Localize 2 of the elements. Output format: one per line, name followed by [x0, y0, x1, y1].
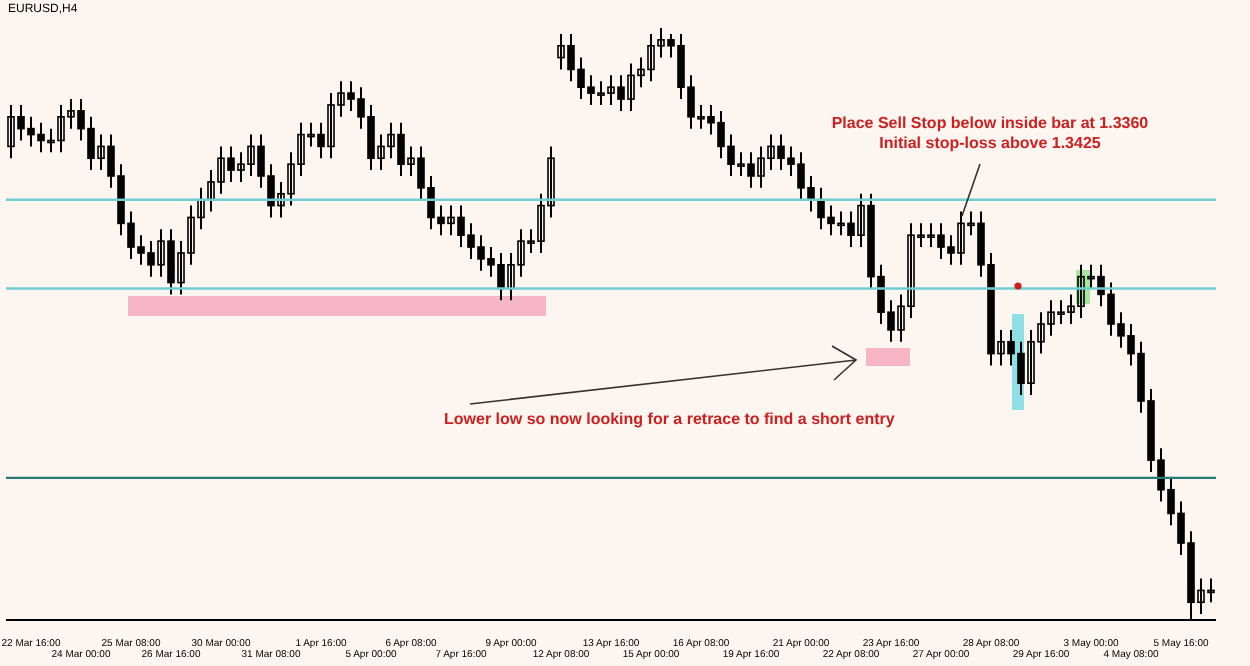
- annotation: Place Sell Stop below inside bar at 1.3360 Initial stop-loss above 1.3425: [829, 114, 1151, 154]
- annotation: Lower low so now looking for a retrace to find a short entry: [444, 410, 895, 428]
